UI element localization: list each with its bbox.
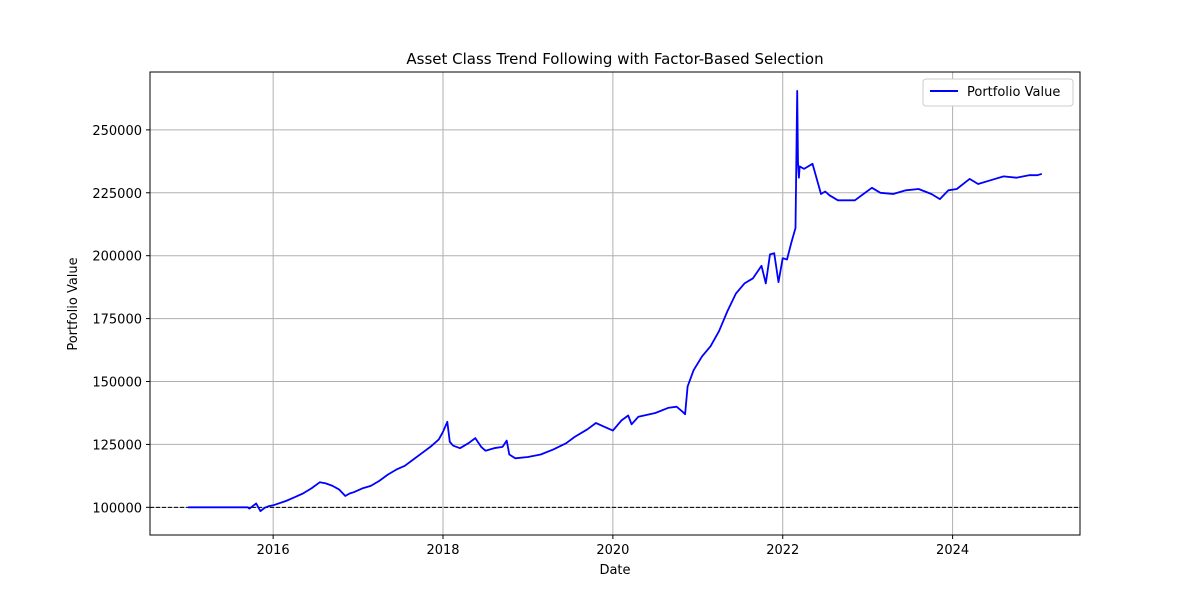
- x-axis-title: Date: [599, 563, 630, 578]
- y-tick-label: 225000: [92, 187, 142, 202]
- series-line-portfolio-value: [188, 90, 1043, 513]
- x-tick-label: 2016: [257, 543, 290, 558]
- x-tick-label: 2020: [596, 543, 629, 558]
- y-axis-title: Portfolio Value: [66, 257, 81, 350]
- legend-box: [922, 78, 1074, 107]
- y-tick-label: 125000: [92, 438, 142, 453]
- x-tick-label: 2022: [766, 543, 799, 558]
- y-tick-label: 200000: [92, 250, 142, 265]
- legend: Portfolio Value: [922, 78, 1074, 107]
- plot-frame: [149, 71, 1081, 536]
- axis-ticks: 2016 2018 2020 2022 2024 100000 125000 150000 17…: [92, 124, 969, 558]
- y-tick-label: 100000: [92, 501, 142, 516]
- y-tick-label: 175000: [92, 313, 142, 328]
- legend-label: Portfolio Value: [967, 85, 1060, 100]
- grid: [150, 72, 1080, 535]
- y-tick-label: 150000: [92, 376, 142, 391]
- chart-title: Asset Class Trend Following with Factor-…: [406, 50, 823, 68]
- series-group: [188, 90, 1043, 513]
- y-tick-label: 250000: [92, 124, 142, 139]
- x-tick-label: 2018: [426, 543, 459, 558]
- x-tick-label: 2024: [936, 543, 969, 558]
